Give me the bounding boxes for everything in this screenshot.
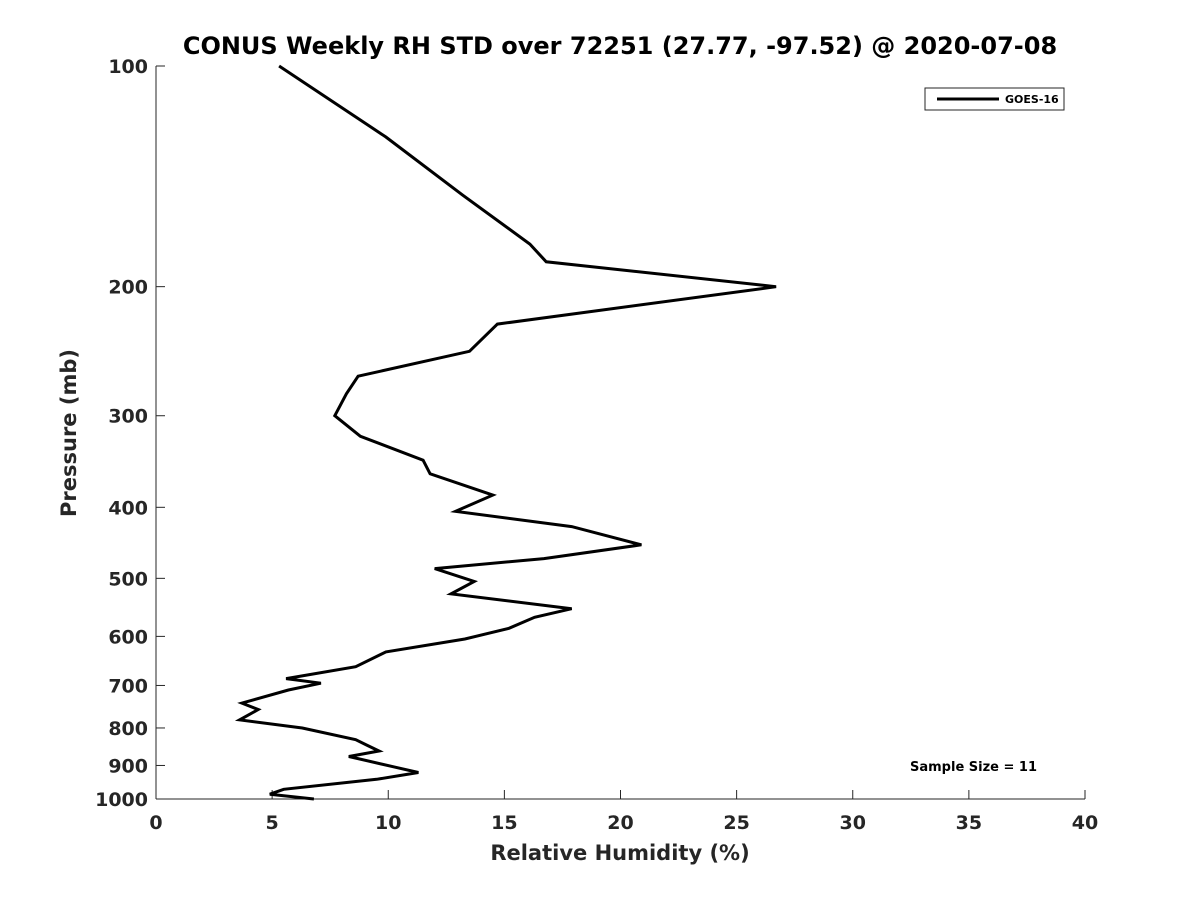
legend: GOES-16 xyxy=(924,87,1065,111)
y-tick-label: 300 xyxy=(108,406,148,428)
x-tick-label: 40 xyxy=(1072,812,1098,834)
y-tick-label: 600 xyxy=(108,626,148,648)
y-tick-label: 100 xyxy=(108,56,148,78)
x-tick-label: 30 xyxy=(840,812,866,834)
chart-title: CONUS Weekly RH STD over 72251 (27.77, -… xyxy=(183,32,1057,60)
x-axis-title: Relative Humidity (%) xyxy=(490,841,749,865)
x-tick-label: 20 xyxy=(607,812,633,834)
x-tick-label: 25 xyxy=(723,812,749,834)
y-tick-label: 200 xyxy=(108,277,148,299)
y-tick-label: 500 xyxy=(108,568,148,590)
x-tick-label: 35 xyxy=(956,812,982,834)
y-axis-title: Pressure (mb) xyxy=(57,349,81,517)
sample-size-annotation: Sample Size = 11 xyxy=(910,760,1037,775)
axes: 0 5 10 15 20 25 30 35 40 100 200 300 400 500 600 700 800… xyxy=(95,56,1098,834)
legend-label-goes-16: GOES-16 xyxy=(1005,93,1059,106)
x-tick-label: 15 xyxy=(491,812,517,834)
plot-area xyxy=(234,64,777,801)
y-tick-label: 900 xyxy=(108,755,148,777)
y-tick-label: 800 xyxy=(108,718,148,740)
x-tick-label: 0 xyxy=(149,812,162,834)
series-line-goes-16 xyxy=(234,64,777,801)
y-tick-label: 1000 xyxy=(95,789,148,811)
x-tick-label: 5 xyxy=(266,812,279,834)
x-tick-label: 10 xyxy=(375,812,401,834)
y-tick-label: 400 xyxy=(108,497,148,519)
y-tick-label: 700 xyxy=(108,675,148,697)
